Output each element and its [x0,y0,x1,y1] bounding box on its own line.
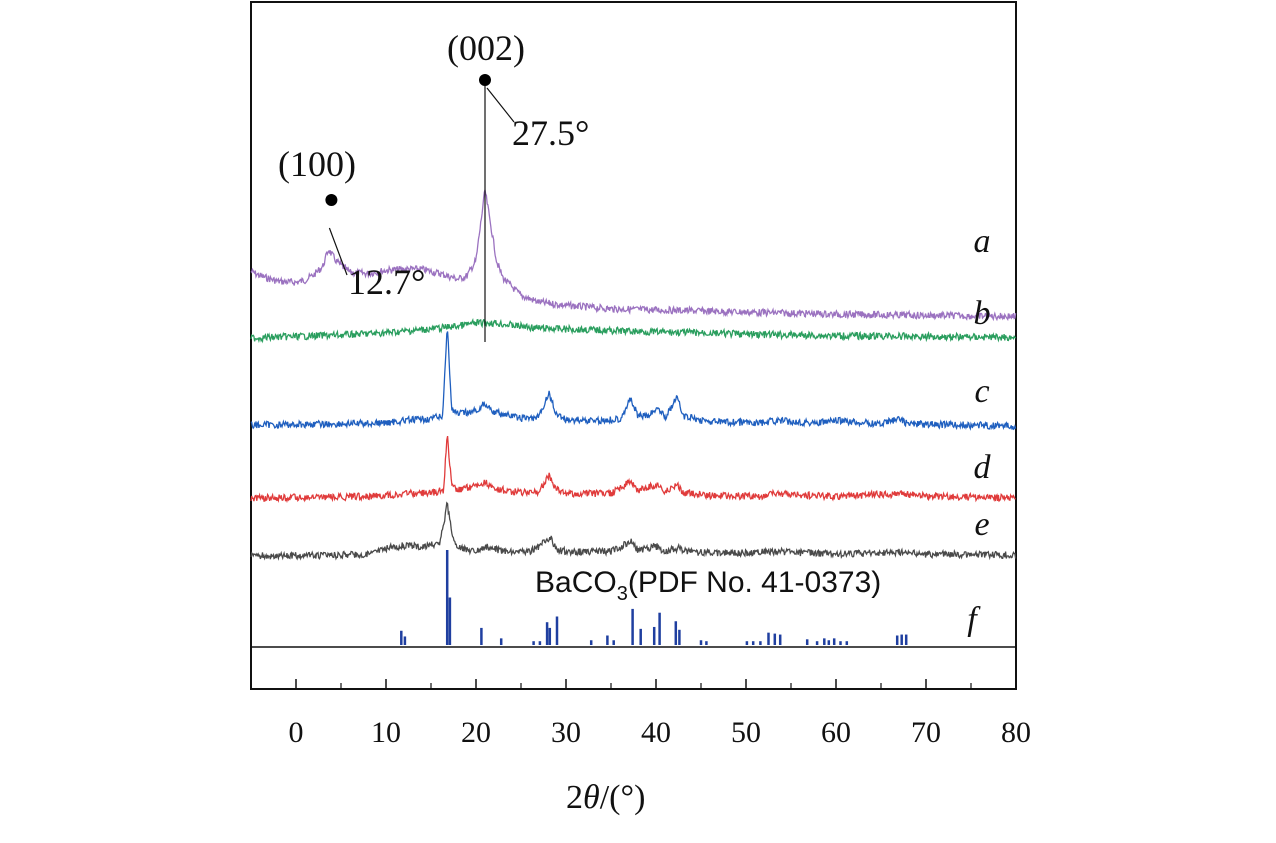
annotations: (100) 12.7° (002) 27.5° [278,28,589,342]
leader-line-100 [328,227,348,276]
peak-marker-002 [479,74,491,86]
x-tick-label: 70 [911,716,941,749]
peak-marker-100 [325,194,338,206]
series-group: ab c de [250,189,1017,561]
x-axis: 0 10 20 30 40 50 60 70 80 [250,679,1031,749]
series-label-f: f [967,601,981,638]
x-tick-label: 60 [821,716,851,749]
x-tick-label: 30 [551,716,581,749]
series-line-c [250,331,1017,431]
series-line-e [250,501,1017,561]
series-label-a: a [974,223,991,260]
plot-frame [250,1,1017,690]
peak-label-002: (002) [447,28,525,68]
series-label-b: b [974,295,991,332]
x-tick-label: 10 [371,716,401,749]
x-tick-label: 50 [731,716,761,749]
series-label-e: e [974,506,989,543]
angle-label-100: 12.7° [348,262,425,302]
x-axis-title: 2θ/(°) [566,779,645,816]
x-tick-label: 0 [289,716,304,749]
peak-label-100: (100) [278,144,356,184]
reference-title: BaCO3(PDF No. 41-0373) [535,566,881,605]
x-tick-label: 20 [461,716,491,749]
leader-line-002 [486,87,515,123]
angle-label-002: 27.5° [512,113,589,153]
x-tick-label: 40 [641,716,671,749]
x-tick-label: 80 [1001,716,1031,749]
series-line-b [250,317,1017,344]
series-label-d: d [974,449,992,486]
series-line-a [250,189,1017,322]
series-line-d [250,435,1016,504]
series-label-c: c [974,373,989,410]
